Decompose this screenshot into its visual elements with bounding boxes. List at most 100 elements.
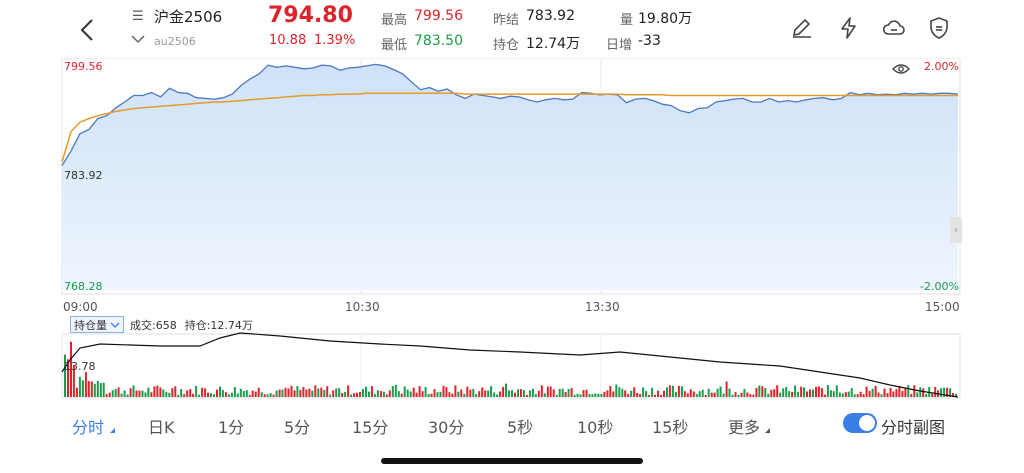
volume-bar (156, 385, 159, 397)
volume-bar (70, 341, 72, 397)
volume-bar (457, 391, 460, 397)
symbol-name[interactable]: 沪金2506 (154, 8, 223, 26)
volume-bar (692, 391, 695, 397)
tab-15sec[interactable]: 15秒 (652, 418, 689, 437)
volume-bar (302, 387, 305, 397)
volume-bar (853, 394, 856, 397)
volume-bar (919, 387, 922, 397)
volume-bar (803, 387, 805, 397)
chevron-down-icon[interactable] (130, 33, 146, 45)
volume-bar (430, 393, 433, 397)
volume-bar (475, 394, 478, 397)
volume-bar (519, 389, 522, 397)
volume-bar (579, 394, 582, 397)
volume-bar (487, 390, 490, 397)
tab-5min[interactable]: 5分 (284, 418, 311, 437)
volume-bar (99, 383, 102, 397)
intraday-chart[interactable] (0, 58, 1024, 413)
volume-bar (829, 390, 832, 397)
volume-bar (436, 392, 439, 397)
volume-bar (561, 388, 564, 397)
volume-bar (359, 391, 361, 397)
volume-bar (841, 393, 844, 397)
volume-bar (373, 394, 376, 397)
volume-bar (332, 390, 335, 397)
volume-bar (177, 394, 180, 397)
tab-30min[interactable]: 30分 (428, 418, 465, 437)
volume-bar (227, 394, 230, 397)
volume-bar (379, 391, 382, 397)
volume-bar (388, 390, 391, 397)
volume-bar (797, 391, 800, 397)
sub-chart-legend: 持仓量 成交:658 持仓:12.74万 (70, 316, 253, 333)
volume-bar (162, 389, 165, 397)
tab-intraday[interactable]: 分时 (72, 418, 105, 437)
volume-bar (806, 391, 808, 397)
low-label: 最低 (381, 38, 408, 53)
shield-icon[interactable] (927, 16, 951, 40)
volume-bar (743, 388, 746, 397)
volume-bar (710, 392, 713, 397)
volume-bar (75, 387, 78, 397)
tab-more[interactable]: 更多 (728, 418, 761, 437)
volume-bar (591, 394, 594, 397)
lightning-icon[interactable] (837, 16, 861, 40)
volume-bar (737, 394, 740, 397)
volume-bar (138, 390, 141, 397)
volume-bar (609, 386, 612, 397)
volume-bar (725, 381, 728, 397)
edit-icon[interactable] (790, 16, 814, 40)
tab-5sec[interactable]: 5秒 (507, 418, 534, 437)
volume-bar (898, 385, 901, 397)
volume-bar (910, 394, 913, 397)
volume-bar (701, 389, 704, 397)
price-change: 10.88 (269, 33, 307, 48)
volume-bar (707, 388, 710, 397)
menu-icon[interactable]: ☰ (132, 9, 144, 24)
volume-bar (427, 394, 430, 397)
volume-bar (370, 386, 373, 397)
volume-bar (466, 386, 469, 397)
volume-bar (835, 385, 838, 397)
side-handle-icon[interactable]: ‹ (950, 217, 962, 243)
volume-bar (564, 392, 567, 397)
volume-bar (353, 393, 356, 397)
volume-bar (648, 395, 651, 397)
symbol-code: au2506 (154, 35, 196, 48)
volume-bar (424, 387, 427, 397)
volume-bar (490, 386, 493, 397)
volume-bar (368, 391, 370, 397)
price-change-pct: 1.39% (314, 33, 356, 48)
tab-1min[interactable]: 1分 (218, 418, 245, 437)
tab-10sec[interactable]: 10秒 (577, 418, 614, 437)
sub-oi-label: 持仓:12.74万 (184, 318, 253, 332)
volume-bar (338, 388, 341, 397)
volume-bar (552, 389, 555, 397)
volume-bar (90, 381, 93, 397)
tab-15min[interactable]: 15分 (352, 418, 389, 437)
pct-label-bottom: -2.00% (920, 280, 959, 293)
volume-bar (174, 386, 177, 397)
volume-bar (299, 390, 302, 397)
volume-bar (952, 393, 954, 397)
sub-chart-toggle[interactable] (843, 413, 877, 433)
volume-bar (129, 388, 132, 397)
volume-bar (111, 390, 114, 397)
volume-bar (81, 380, 84, 397)
volume-bar (522, 390, 525, 397)
sub-volume-label: 成交:658 (130, 318, 177, 332)
volume-bar (248, 394, 251, 397)
back-icon[interactable] (72, 14, 104, 46)
indicator-select[interactable]: 持仓量 (70, 316, 124, 333)
cloud-icon[interactable] (882, 16, 906, 40)
pct-label-top: 2.00% (924, 60, 959, 73)
volume-bar (850, 388, 853, 397)
volume-bar (195, 386, 198, 397)
volume-bar (281, 389, 284, 397)
volume-bar (943, 387, 946, 397)
volume-bar (800, 386, 803, 397)
tab-daily-k[interactable]: 日K (148, 418, 175, 437)
volume-bar (397, 391, 400, 397)
eye-icon[interactable] (892, 64, 910, 74)
open-interest-line (61, 332, 959, 398)
